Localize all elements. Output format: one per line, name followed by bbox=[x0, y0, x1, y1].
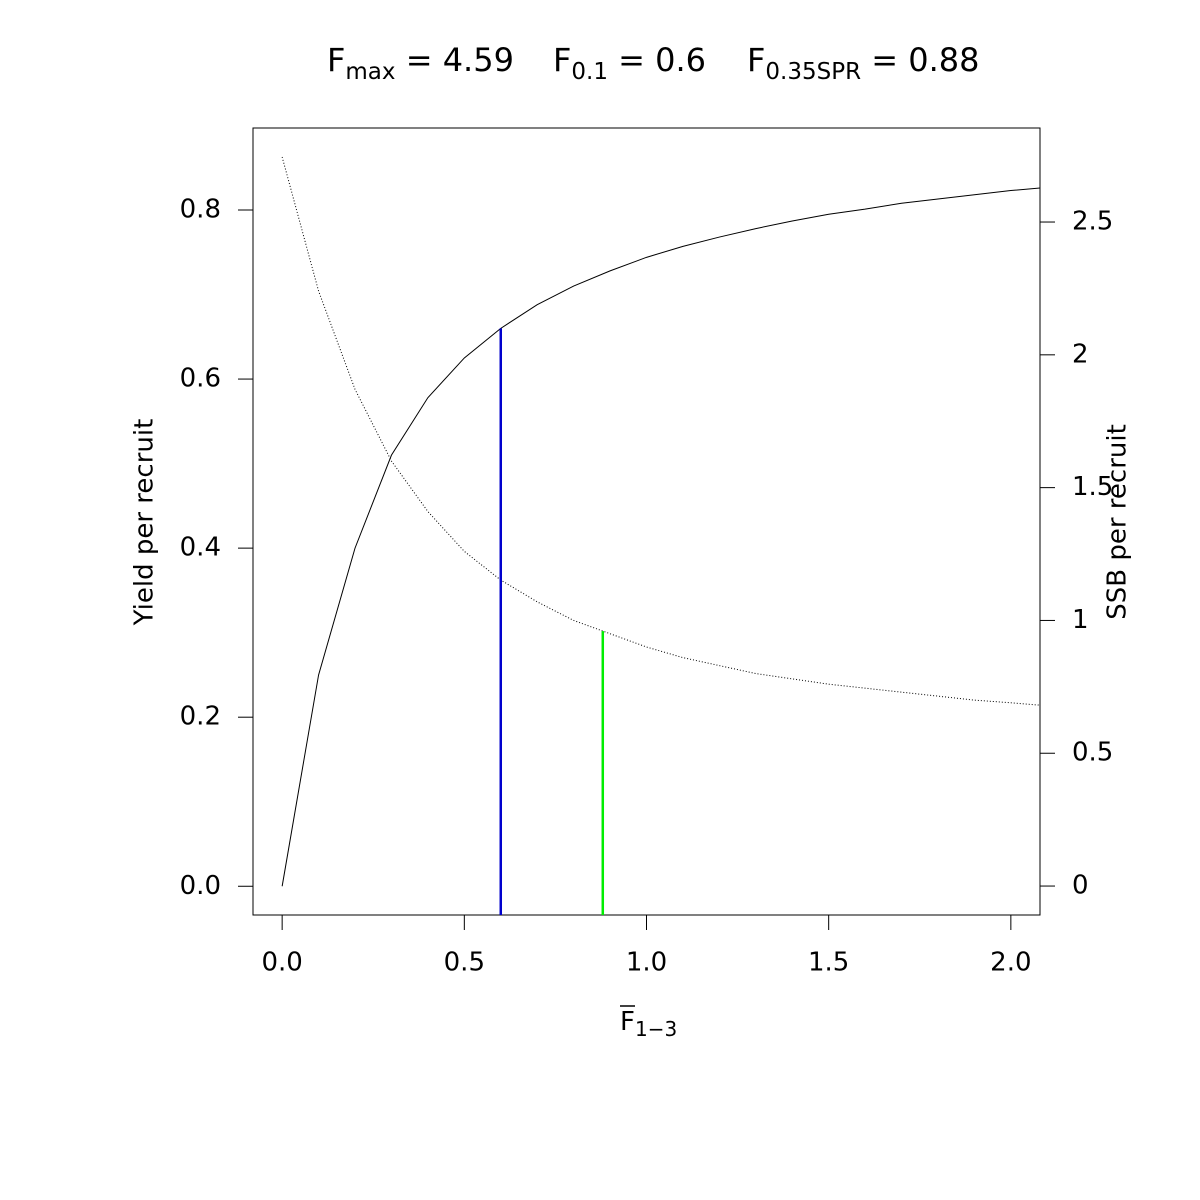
title-rest: = 4.59 bbox=[396, 41, 514, 79]
y2-tick-label: 2.5 bbox=[1072, 207, 1113, 237]
title-subscript: 0.35SPR bbox=[765, 59, 861, 85]
x-tick-label: 0.5 bbox=[444, 948, 485, 978]
y2-tick-label: 2 bbox=[1072, 339, 1089, 369]
title-subscript: 0.1 bbox=[571, 59, 608, 85]
x-tick-label: 2.0 bbox=[990, 948, 1031, 978]
title-part: F0.1 = 0.6 bbox=[553, 41, 706, 85]
y2-tick-label: 0.5 bbox=[1072, 738, 1113, 768]
title-symbol: F bbox=[553, 41, 571, 79]
y-tick-label: 0.6 bbox=[180, 364, 221, 394]
plot-frame bbox=[252, 127, 1041, 916]
x-tick-label: 1.0 bbox=[626, 948, 667, 978]
y-tick-label: 0.0 bbox=[180, 871, 221, 901]
y-tick-label: 0.2 bbox=[180, 702, 221, 732]
title-part: F0.35SPR = 0.88 bbox=[747, 41, 979, 85]
x-label-symbol: F bbox=[620, 1007, 635, 1037]
y-tick-label: 0.8 bbox=[180, 194, 221, 224]
y2-tick-label: 1.5 bbox=[1072, 472, 1113, 502]
title-subscript: max bbox=[345, 59, 395, 85]
x-tick-label: 0.0 bbox=[261, 948, 302, 978]
y2-tick-label: 0 bbox=[1072, 871, 1089, 901]
x-axis-label: F1−3 bbox=[620, 1007, 677, 1041]
y2-tick-label: 1 bbox=[1072, 605, 1089, 635]
title-part: Fmax = 4.59 bbox=[327, 41, 514, 85]
title-rest: = 0.88 bbox=[861, 41, 979, 79]
title-symbol: F bbox=[327, 41, 345, 79]
title-rest: = 0.6 bbox=[608, 41, 706, 79]
line-series bbox=[281, 156, 1041, 706]
x-tick-label: 1.5 bbox=[808, 948, 849, 978]
y-tick-label: 0.4 bbox=[180, 533, 221, 563]
x-label-subscript: 1−3 bbox=[635, 1017, 677, 1041]
title-symbol: F bbox=[747, 41, 765, 79]
y2-axis-label: SSB per recruit bbox=[1103, 424, 1133, 620]
y-axis-label: Yield per recruit bbox=[130, 419, 160, 627]
line-series bbox=[281, 187, 1041, 887]
